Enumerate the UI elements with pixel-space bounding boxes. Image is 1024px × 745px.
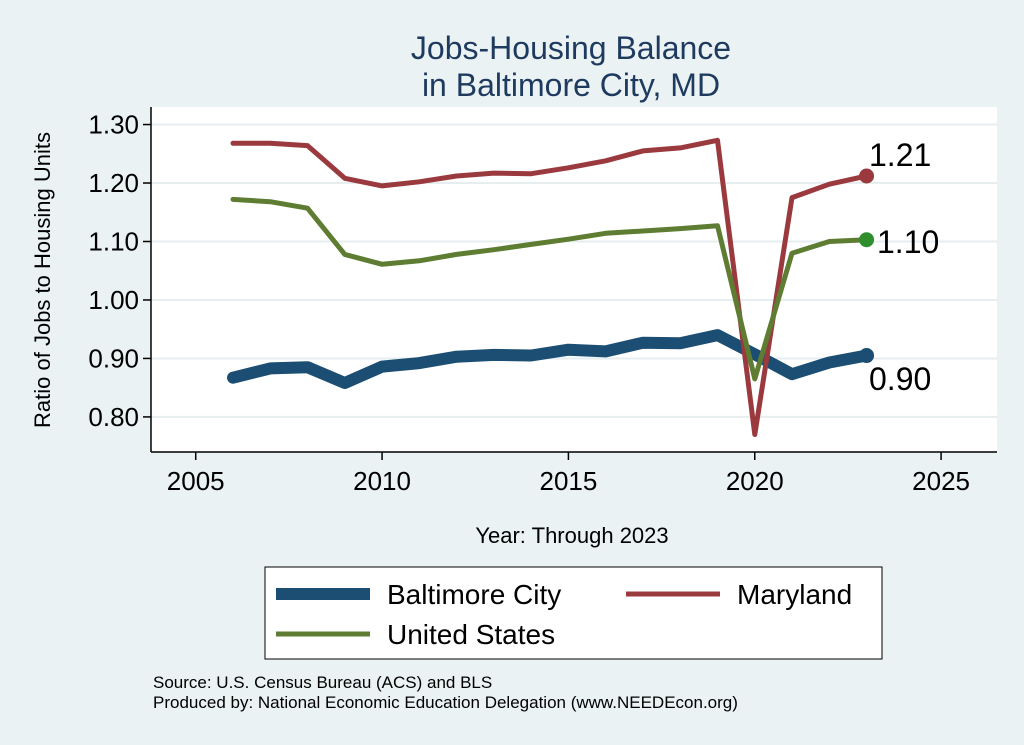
x-tick-label: 2010 xyxy=(353,466,411,496)
y-tick-label: 1.10 xyxy=(88,226,139,256)
chart-title-line-1: Jobs-Housing Balance xyxy=(411,30,731,66)
end-label-maryland: 1.21 xyxy=(869,137,931,173)
y-axis-title: Ratio of Jobs to Housing Units xyxy=(30,132,55,428)
produced-by-note: Produced by: National Economic Education… xyxy=(153,693,738,712)
source-note: Source: U.S. Census Bureau (ACS) and BLS xyxy=(153,673,492,692)
end-markers xyxy=(859,168,875,364)
x-tick-label: 2020 xyxy=(726,466,784,496)
chart-title-line-2: in Baltimore City, MD xyxy=(422,67,720,103)
end-label-united-states: 1.10 xyxy=(877,224,939,260)
x-tick-label: 2015 xyxy=(539,466,597,496)
x-axis-ticks: 2005 2010 2015 2020 2025 xyxy=(167,452,970,496)
end-marker-united-states xyxy=(859,232,875,248)
end-marker-baltimore-city xyxy=(859,348,875,364)
y-axis-ticks: 0.80 0.90 1.00 1.10 1.20 1.30 xyxy=(88,110,151,432)
legend-label-united-states: United States xyxy=(387,619,555,650)
series-line-maryland xyxy=(230,137,870,437)
series-layer xyxy=(227,137,873,437)
legend-label-maryland: Maryland xyxy=(737,579,852,610)
legend: Baltimore City Maryland United States xyxy=(264,566,883,660)
y-tick-label: 0.90 xyxy=(88,343,139,373)
legend-label-baltimore-city: Baltimore City xyxy=(387,579,561,610)
x-tick-label: 2005 xyxy=(167,466,225,496)
end-marker-maryland xyxy=(859,168,875,184)
end-label-baltimore-city: 0.90 xyxy=(869,361,931,397)
y-tick-label: 0.80 xyxy=(88,402,139,432)
grid-lines xyxy=(151,123,997,418)
y-tick-label: 1.20 xyxy=(88,168,139,198)
legend-box xyxy=(264,566,883,660)
x-tick-label: 2025 xyxy=(912,466,970,496)
y-tick-label: 1.30 xyxy=(88,110,139,140)
y-tick-label: 1.00 xyxy=(88,285,139,315)
series-line-united-states xyxy=(230,196,870,382)
x-axis-title: Year: Through 2023 xyxy=(475,523,668,548)
